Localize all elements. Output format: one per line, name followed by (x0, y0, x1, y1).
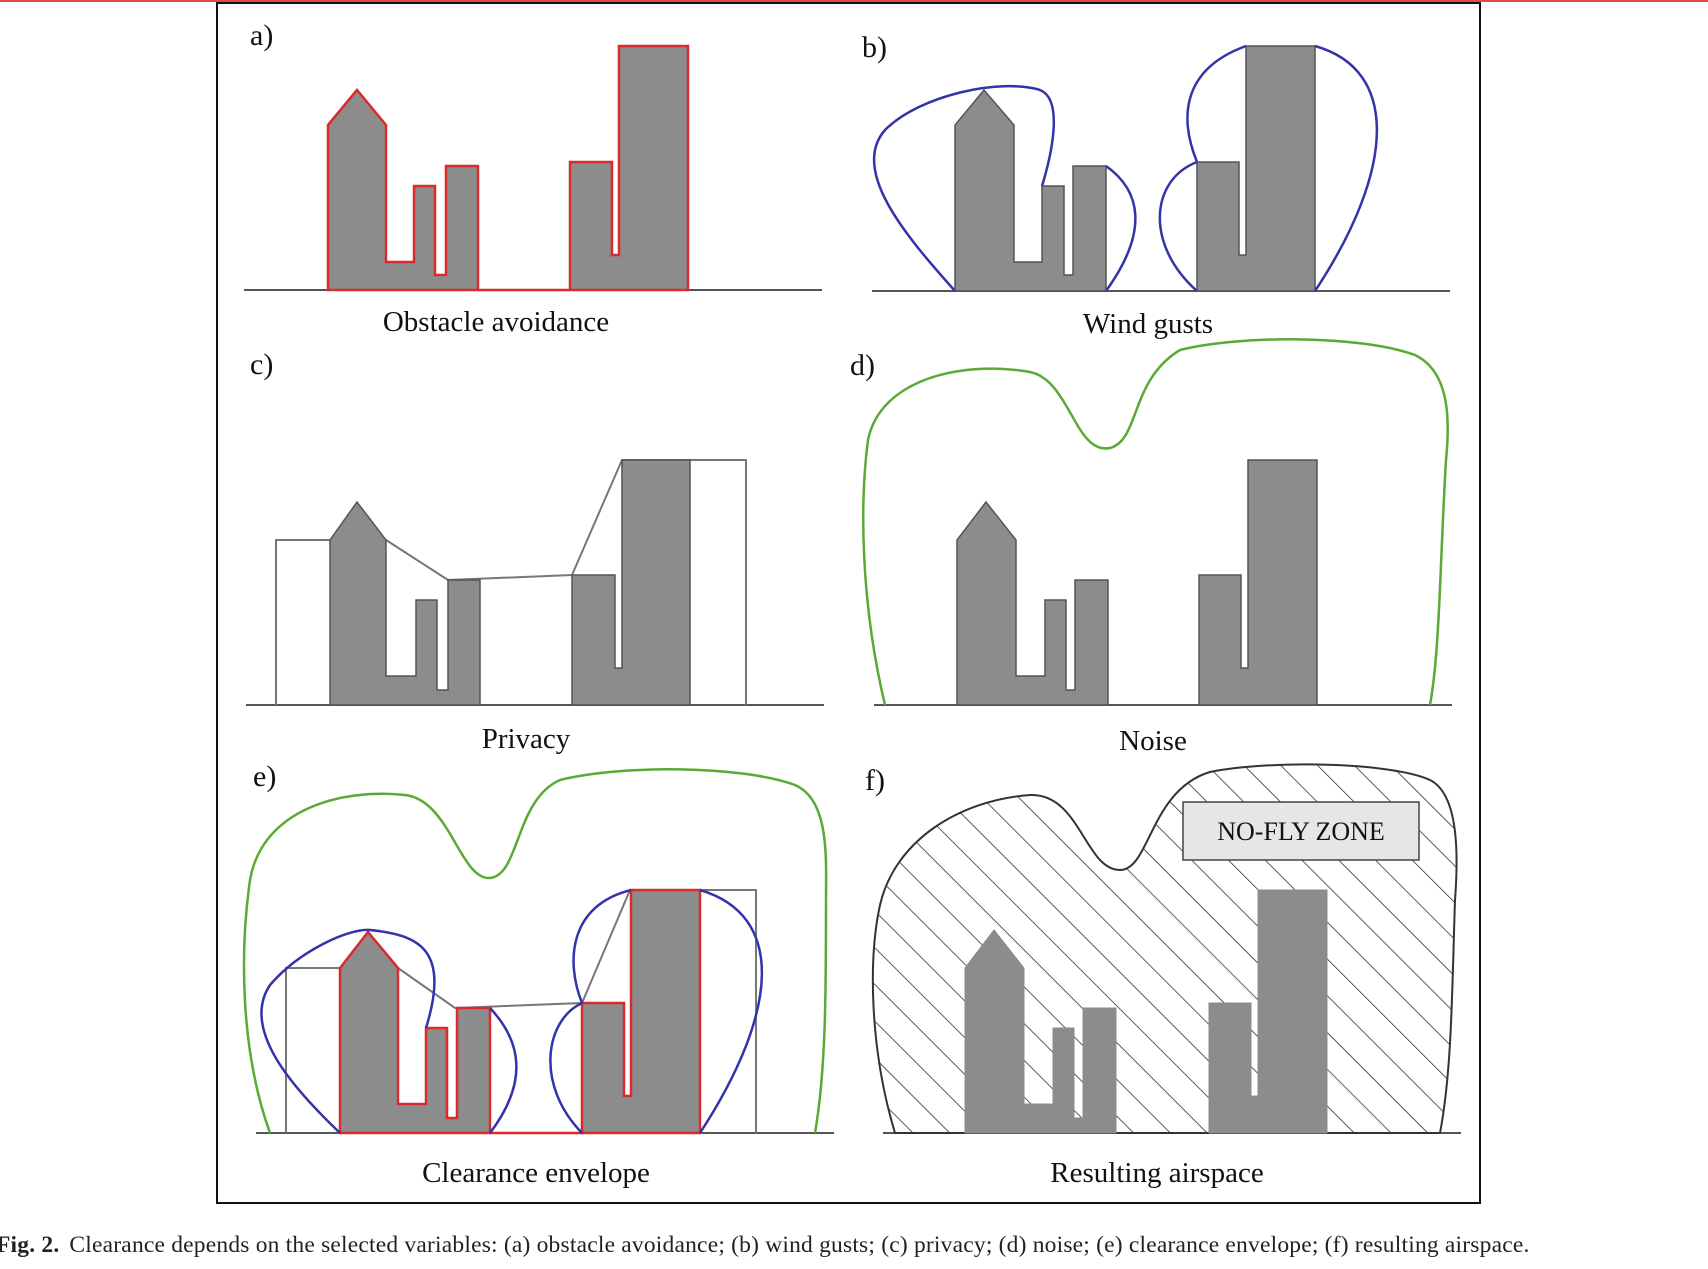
panel-a-title: Obstacle avoidance (383, 306, 609, 338)
figure-diagram: a) Obstacle avoidance b) Wind gusts c) P… (216, 2, 1481, 1204)
panel-d-letter: d) (850, 349, 875, 382)
panel-c-title: Privacy (482, 723, 571, 755)
building-group-left (338, 930, 492, 1135)
wind-envelope-right (549, 888, 764, 1134)
building-group-left (329, 500, 481, 706)
panel-a: a) Obstacle avoidance (244, 19, 822, 338)
building-group-left (954, 88, 1107, 292)
panel-a-letter: a) (250, 19, 273, 52)
building-group-right (580, 888, 702, 1135)
top-rule (0, 0, 1708, 2)
building-group-right (571, 459, 691, 706)
caption-text: Clearance depends on the selected variab… (69, 1232, 1530, 1258)
panel-e-title: Clearance envelope (422, 1157, 650, 1189)
figure-caption: Fig. 2. Clearance depends on the selected… (0, 1232, 1708, 1259)
privacy-outline (275, 459, 747, 705)
caption-label: Fig. 2. (0, 1232, 60, 1258)
panel-b: b) Wind gusts (862, 31, 1450, 340)
panel-f-title: Resulting airspace (1050, 1157, 1263, 1189)
building-group-right (1198, 459, 1318, 706)
wind-envelope-left (872, 84, 1137, 292)
panel-d-title: Noise (1119, 725, 1187, 757)
panel-f: f) NO-FLY ZONE Resulting airspace (865, 763, 1461, 1189)
noise-envelope (242, 768, 828, 1134)
building-group-right (1208, 889, 1328, 1134)
no-fly-zone-label-box (1182, 801, 1420, 861)
building-group-left (964, 929, 1117, 1134)
building-group-right (568, 44, 690, 292)
wind-envelope-right (1158, 44, 1379, 292)
no-fly-zone-label: NO-FLY ZONE (1217, 817, 1385, 846)
panel-e: e) Clearance envelope (242, 760, 834, 1189)
panel-c: c) Privacy (246, 348, 824, 755)
panel-e-letter: e) (253, 760, 276, 793)
panel-b-title: Wind gusts (1083, 308, 1213, 340)
building-group-left (956, 500, 1109, 706)
building-group-right (1196, 45, 1316, 292)
building-group-left (326, 88, 480, 292)
noise-envelope (862, 338, 1450, 706)
panel-f-letter: f) (865, 764, 885, 797)
wind-envelope-left (260, 928, 518, 1134)
panel-c-letter: c) (250, 348, 273, 381)
panel-b-letter: b) (862, 31, 887, 64)
panel-d: d) Noise (850, 338, 1452, 757)
